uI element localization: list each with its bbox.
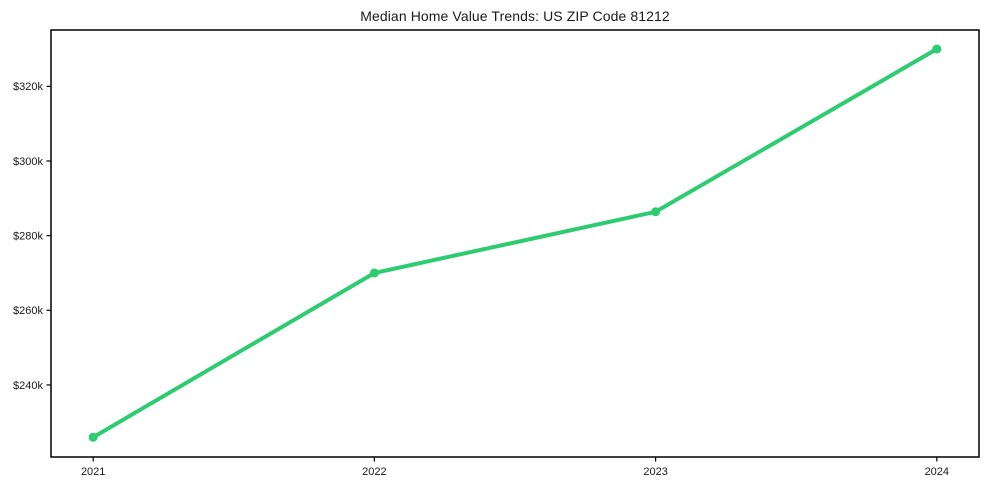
x-tick-label: 2021 <box>81 466 105 478</box>
data-point-2021 <box>88 432 98 442</box>
x-tick-label: 2022 <box>362 466 386 478</box>
trend-line <box>91 47 939 440</box>
y-tick-label: $260k <box>13 305 43 317</box>
plot-area: $240k $260k $280k $300k $320k 2021 2022 2023 202… <box>13 29 980 478</box>
y-tick-label: $240k <box>13 380 43 392</box>
x-tick-label: 2024 <box>925 466 949 478</box>
x-tick-label: 2023 <box>643 466 667 478</box>
chart-title: Median Home Value Trends: US ZIP Code 81… <box>360 8 670 24</box>
data-point-2024 <box>932 44 942 54</box>
data-point-2023 <box>651 207 661 217</box>
axes-spines <box>50 29 980 458</box>
y-tick-label: $320k <box>13 81 43 93</box>
y-tick-label: $280k <box>13 230 43 242</box>
data-point-2022 <box>369 268 379 278</box>
y-tick-label: $300k <box>13 156 43 168</box>
